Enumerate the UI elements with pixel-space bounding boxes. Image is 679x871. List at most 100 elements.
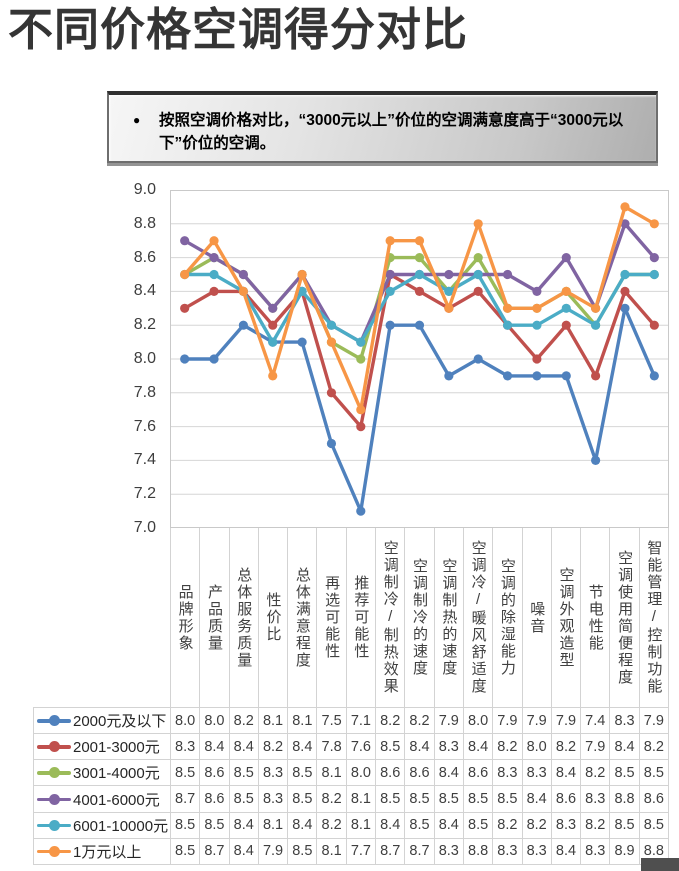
series-marker-icon <box>37 845 71 857</box>
plot-border <box>170 190 669 528</box>
data-point-marker <box>326 320 337 330</box>
data-point-marker <box>649 269 659 280</box>
table-value-cell: 8.5 <box>200 812 230 839</box>
series-name: 4001-6000元 <box>73 791 160 809</box>
table-value-cell: 7.9 <box>493 708 523 735</box>
table-value-cell: 8.4 <box>610 734 640 761</box>
table-value-cell: 8.1 <box>288 708 318 735</box>
table-value-cell: 7.6 <box>346 734 377 761</box>
data-point-marker <box>268 337 278 347</box>
data-point-marker <box>561 303 571 313</box>
y-tick-label: 7.4 <box>133 451 156 469</box>
table-value-cell: 8.3 <box>610 708 640 735</box>
table-value-cell: 8.4 <box>434 760 464 787</box>
series-dot-swatch <box>48 741 60 753</box>
data-point-marker <box>326 388 337 398</box>
y-tick-label: 8.8 <box>133 214 156 232</box>
table-value-cell: 8.5 <box>171 838 201 865</box>
table-value-cell: 8.6 <box>376 760 406 787</box>
data-point-marker <box>502 269 513 280</box>
series-marker-icon <box>37 715 71 727</box>
table-value-cell: 8.3 <box>493 760 523 787</box>
table-value-cell: 7.4 <box>581 708 611 735</box>
data-point-marker <box>297 337 307 347</box>
table-value-cell: 8.5 <box>639 812 669 839</box>
table-value-cell: 8.2 <box>581 760 611 787</box>
data-point-marker <box>591 303 601 313</box>
category-label-text: 空调冷/暖风舒适度 <box>469 540 487 695</box>
series-name: 2001-3000元 <box>73 739 160 757</box>
data-point-marker <box>238 286 248 296</box>
category-label: 总体满意程度 <box>288 528 318 707</box>
data-point-marker <box>444 371 454 381</box>
table-value-cell: 8.7 <box>376 838 406 865</box>
table-value-cell: 8.3 <box>171 734 201 761</box>
table-value-cell: 8.4 <box>405 734 435 761</box>
table-value-cell: 8.5 <box>610 812 640 839</box>
category-label-text: 空调的除湿能力 <box>498 558 516 677</box>
x-axis-category-labels: 品牌形象 产品质量 总体服务质量 性价比 总体满意程度 再选可能性 推荐可能性 空调制冷/制热… <box>170 528 669 707</box>
table-value-cell: 7.8 <box>317 734 347 761</box>
data-point-marker <box>473 219 483 229</box>
table-value-cell: 8.1 <box>258 812 289 839</box>
data-point-marker <box>561 320 571 330</box>
data-point-marker <box>444 286 454 296</box>
table-value-cell: 8.1 <box>346 786 377 813</box>
table-value-cell: 8.4 <box>229 838 259 865</box>
table-value-cell: 8.5 <box>376 734 406 761</box>
table-value-cell: 8.4 <box>551 838 582 865</box>
data-point-marker <box>356 337 366 347</box>
table-value-cell: 8.3 <box>581 786 611 813</box>
table-value-cell: 8.3 <box>258 760 289 787</box>
table-value-cell: 8.5 <box>463 786 494 813</box>
category-label: 智能管理/控制功能 <box>640 528 668 707</box>
category-label-text: 再选可能性 <box>323 575 341 660</box>
data-point-marker <box>356 506 366 516</box>
table-value-cell: 8.5 <box>171 812 201 839</box>
data-point-marker <box>620 269 630 280</box>
data-point-marker <box>561 371 571 381</box>
table-value-cell: 8.6 <box>405 760 435 787</box>
table-value-cell: 8.2 <box>376 708 406 735</box>
series-dot-swatch <box>48 793 60 805</box>
category-label: 空调外观造型 <box>552 528 582 707</box>
category-label-text: 噪音 <box>528 600 546 635</box>
callout-box: ● 按照空调价格对比，“3000元以上”价位的空调满意度高于“3000元以下”价… <box>107 91 658 163</box>
table-value-cell: 8.3 <box>551 812 582 839</box>
data-point-marker <box>180 354 190 364</box>
table-value-cell: 8.6 <box>639 786 669 813</box>
table-value-cell: 8.3 <box>434 734 464 761</box>
table-value-cell: 8.4 <box>200 734 230 761</box>
category-label-text: 品牌形象 <box>176 583 194 652</box>
data-point-marker <box>209 236 219 246</box>
callout-text: 按照空调价格对比，“3000元以上”价位的空调满意度高于“3000元以下”价位的… <box>159 112 624 153</box>
table-value-cell: 8.6 <box>551 786 582 813</box>
table-value-cell: 8.1 <box>317 760 347 787</box>
category-label-text: 空调外观造型 <box>557 566 575 669</box>
category-label: 空调冷/暖风舒适度 <box>464 528 494 707</box>
table-value-cell: 8.1 <box>317 838 347 865</box>
series-marker-icon <box>37 793 71 805</box>
table-value-cell: 8.5 <box>639 760 669 787</box>
table-value-cell: 8.5 <box>229 760 259 787</box>
data-point-marker <box>385 236 395 246</box>
data-point-marker <box>268 303 278 313</box>
table-value-cell: 8.3 <box>258 786 289 813</box>
data-table: 2000元及以下 8.0 8.0 8.2 8.1 8.1 7.5 7.1 8.2 8.2 7.9 8.… <box>33 707 669 865</box>
table-value-cell: 8.4 <box>434 812 464 839</box>
y-tick-label: 8.2 <box>133 316 156 334</box>
table-value-cell: 8.5 <box>288 838 318 865</box>
data-point-marker <box>649 371 659 381</box>
data-point-marker <box>561 253 571 263</box>
data-point-marker <box>414 320 425 330</box>
data-point-marker <box>620 219 630 229</box>
table-value-cell: 8.7 <box>200 838 230 865</box>
y-tick-label: 7.8 <box>133 383 156 401</box>
table-value-cell: 7.7 <box>346 838 377 865</box>
data-point-marker <box>385 269 395 280</box>
table-value-cell: 7.9 <box>581 734 611 761</box>
table-value-cell: 7.9 <box>639 708 669 735</box>
table-value-cell: 8.5 <box>405 786 435 813</box>
data-point-marker <box>414 286 425 296</box>
table-value-cell: 8.8 <box>610 786 640 813</box>
